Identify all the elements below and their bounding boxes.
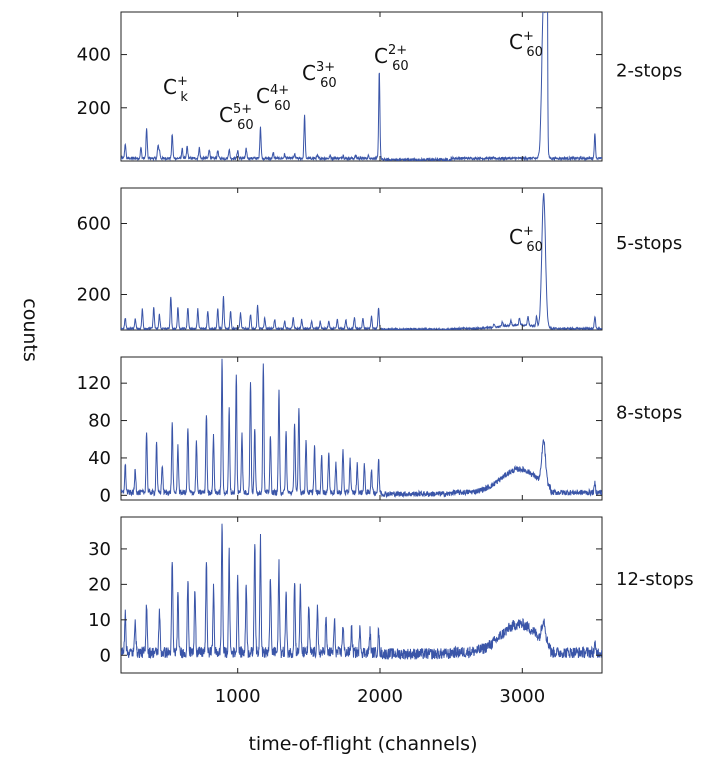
peak-annotation: C2+ 60 [374,43,409,74]
panel-frame [120,187,603,331]
y-tick-label: 400 [77,45,111,66]
peak-annotation: C+ k [163,74,188,105]
peak-annotation: C4+ 60 [256,83,291,114]
panel-5-stops: 200 600 5-stops C+ 60 [77,187,682,331]
y-tick-label: 120 [77,373,111,394]
y-tick-label: 200 [77,98,111,119]
panel-8-stops: 0 40 80 120 8-stops [77,356,682,506]
x-tick-label: 2000 [357,686,403,707]
series-line-8-stops [121,358,602,499]
y-tick-label: 0 [100,645,111,666]
y-tick-label: 200 [77,285,111,306]
peak-annotation: C+ 60 [509,29,543,60]
x-tick-label: 1000 [215,686,261,707]
x-tick-label: 3000 [499,686,545,707]
y-tick-label: 0 [100,485,111,506]
y-tick-label: 30 [88,539,111,560]
panel-label: 8-stops [616,403,682,424]
panel-frame [120,356,603,501]
series-line-2-stops [121,12,602,161]
series-line-5-stops [121,193,602,330]
panel-frame [120,516,603,674]
panel-frame [120,11,603,162]
y-tick-label: 600 [77,214,111,235]
x-axis-title: time-of-flight (channels) [248,733,477,755]
peak-annotation: C5+ 60 [219,102,254,133]
y-tick-label: 40 [88,448,111,469]
y-tick-label: 10 [88,610,111,631]
panel-label: 2-stops [616,61,682,82]
y-axis-title: counts [19,298,41,362]
y-tick-label: 80 [88,411,111,432]
peak-annotation: C+ 60 [509,224,543,255]
y-tick-label: 20 [88,574,111,595]
peak-annotation: C3+ 60 [302,60,337,91]
series-line-12-stops [121,523,602,660]
panel-12-stops: 0 10 20 30 12-stops [88,516,694,674]
panel-label: 12-stops [616,569,694,590]
panel-label: 5-stops [616,233,682,254]
